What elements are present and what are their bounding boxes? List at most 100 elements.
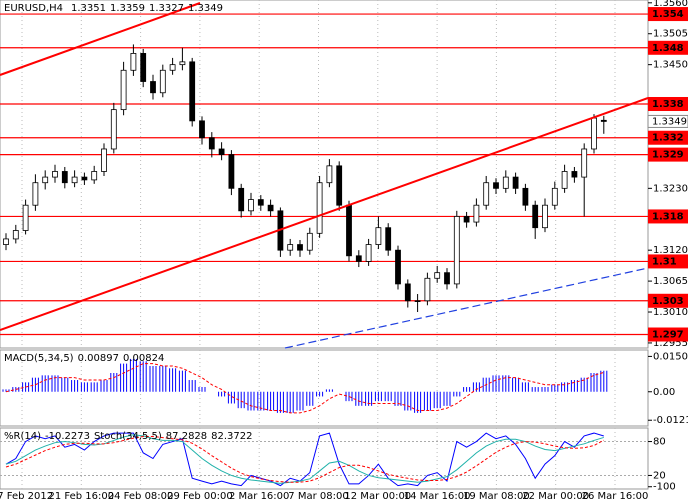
stoch-value: 87.2828 xyxy=(166,431,207,442)
candle-body xyxy=(61,171,68,184)
y-tick-label: 20 xyxy=(653,470,666,481)
candle-body xyxy=(463,216,470,223)
level-label: 1.332 xyxy=(652,133,684,144)
candle-body xyxy=(542,204,548,229)
y-tick-label: 1.3560 xyxy=(653,0,688,9)
candle-body xyxy=(571,171,578,178)
y-tick-label: 1.3065 xyxy=(653,276,688,287)
candle-body xyxy=(336,165,343,206)
macd-value: 0.00897 xyxy=(78,353,119,364)
candle-body xyxy=(42,176,49,184)
legend-label: Stoch(34,5,5) xyxy=(94,431,162,442)
candle-body xyxy=(71,176,78,184)
last-price-label: 1.3349 xyxy=(652,116,687,127)
candle-body xyxy=(130,53,137,71)
candle-body xyxy=(581,148,588,178)
candle-body xyxy=(140,53,147,82)
candle-body xyxy=(326,165,333,184)
level-label: 1.318 xyxy=(652,211,684,222)
candle-body xyxy=(248,199,254,212)
candle-body xyxy=(189,61,196,122)
last-price-box xyxy=(647,114,688,128)
x-tick-label: 14 Mar 16:00 xyxy=(404,491,471,502)
candle-body xyxy=(218,148,225,156)
stoch-panel xyxy=(0,427,649,490)
candle-body xyxy=(159,69,166,94)
candle-body xyxy=(473,204,480,223)
candle-body xyxy=(101,148,107,172)
x-tick-label: 22 Mar 00:00 xyxy=(522,491,589,502)
candle-body xyxy=(316,182,323,234)
x-tick-label: 12 Mar 00:00 xyxy=(344,491,411,502)
y-tick-label: 1.3010 xyxy=(653,307,688,318)
level-label-box xyxy=(648,293,688,308)
y-tick-label: 1.3120 xyxy=(653,245,688,256)
level-label: 1.31 xyxy=(652,256,677,267)
candle-body xyxy=(179,61,186,66)
oscillator-line xyxy=(5,434,604,484)
candle-body xyxy=(110,109,117,150)
y-tick-label: 0.01507 xyxy=(653,351,688,362)
candle-body xyxy=(297,244,303,251)
candle-body xyxy=(522,187,529,206)
candle-body xyxy=(365,244,372,262)
candle-body xyxy=(81,176,88,181)
y-tick-label: 1.2955 xyxy=(653,338,688,349)
candle-body xyxy=(22,204,29,231)
trend-line xyxy=(0,2,201,76)
level-label: 1.297 xyxy=(652,330,684,341)
x-tick-label: 24 Feb 08:00 xyxy=(108,491,174,502)
y-tick-label: -100 xyxy=(653,482,676,493)
candle-body xyxy=(444,272,450,285)
candle-body xyxy=(385,227,392,251)
x-tick-label: 21 Feb 16:00 xyxy=(48,491,114,502)
candle-body xyxy=(375,227,382,245)
candle-body xyxy=(52,171,58,178)
macd-header: MACD(5,34,5) 0.00897 0.00824 xyxy=(4,353,164,364)
x-tick-label: 29 Feb 00:00 xyxy=(167,491,233,502)
candle-body xyxy=(306,232,313,251)
macd-signal-value: 0.00824 xyxy=(123,353,164,364)
level-label: 1.303 xyxy=(652,296,684,307)
oscillator-line xyxy=(5,435,605,483)
stoch-header: %R(14) -10.2273 Stoch(34,5,5) 87.2828 82.372… xyxy=(4,431,253,442)
candle-body xyxy=(404,283,411,302)
candle-body xyxy=(434,272,441,279)
candle-body xyxy=(424,277,431,302)
y-tick-label: 1.3505 xyxy=(653,29,688,40)
candle-body xyxy=(12,230,19,240)
level-label: 1.354 xyxy=(652,9,684,20)
candle-body xyxy=(483,182,490,206)
level-label: 1.338 xyxy=(652,99,684,110)
candle-body xyxy=(91,171,98,181)
candle-body xyxy=(3,238,9,245)
x-tick-label: 26 Mar 16:00 xyxy=(582,491,649,502)
trend-line xyxy=(284,267,649,349)
price-header: EURUSD,H4 1.3351 1.3359 1.3327 1.3349 xyxy=(4,3,223,14)
candle-body xyxy=(502,176,509,189)
ohlc-open: 1.3351 xyxy=(71,3,106,14)
price-panel xyxy=(0,0,649,349)
level-label-box xyxy=(648,7,688,22)
level-label-box xyxy=(648,130,688,145)
candle-body xyxy=(512,176,519,189)
candle-body xyxy=(287,244,294,251)
ohlc-low: 1.3327 xyxy=(149,3,184,14)
candle-body xyxy=(208,137,215,150)
level-label: 1.329 xyxy=(652,150,684,161)
macd-signal xyxy=(5,363,604,414)
ohlc-close: 1.3349 xyxy=(188,3,223,14)
candle-body xyxy=(561,171,568,189)
candle-body xyxy=(257,199,264,206)
level-label-box xyxy=(648,40,688,55)
candle-body xyxy=(238,187,245,212)
level-label-box xyxy=(648,147,688,162)
y-tick-label: 0.00 xyxy=(653,387,675,398)
candle-body xyxy=(150,81,156,94)
y-tick-label: -0.01214 xyxy=(653,415,688,426)
y-tick-label: 1.3230 xyxy=(653,183,688,194)
y-tick-label: 1.3450 xyxy=(653,60,688,71)
wpr-value: -10.2273 xyxy=(45,431,90,442)
